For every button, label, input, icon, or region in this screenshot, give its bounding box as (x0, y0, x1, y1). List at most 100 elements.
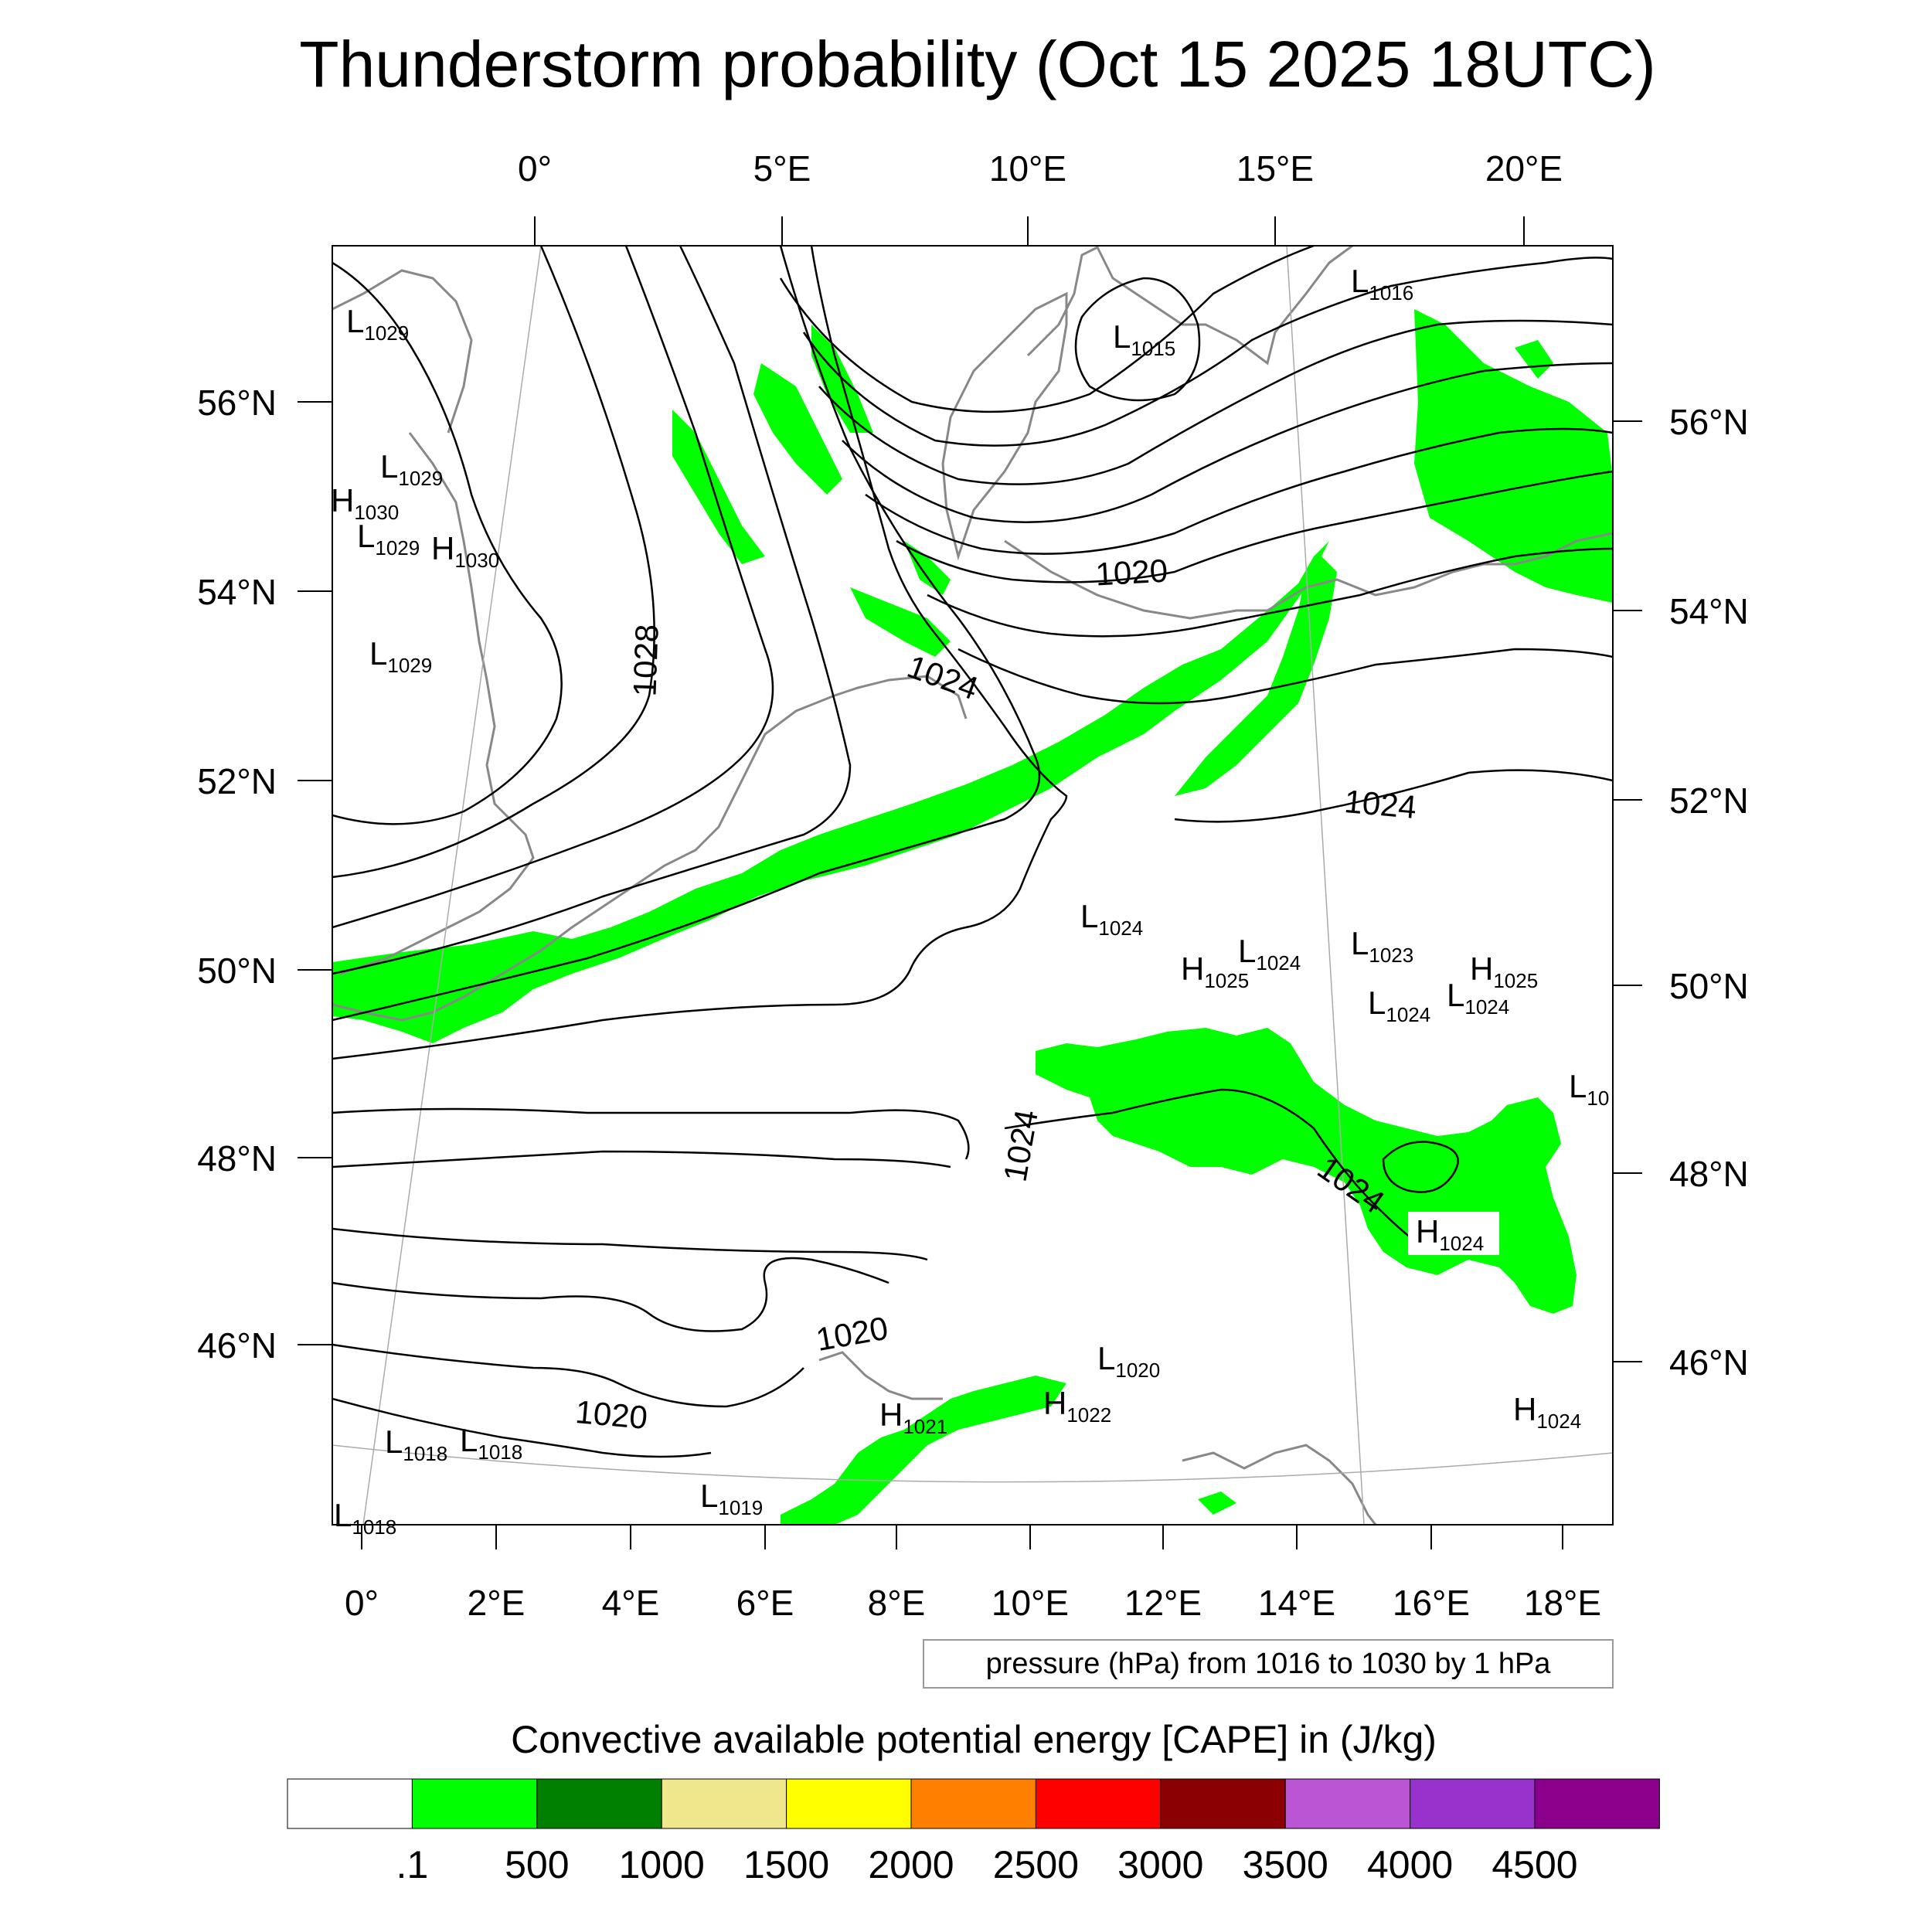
isobar-1023 (332, 1107, 970, 1160)
isobar-1016-north (779, 246, 1315, 413)
colorbar-title: Convective available potential energy [C… (511, 1718, 1437, 1761)
left-axis-labels: 56°N 54°N 52°N 50°N 48°N 46°N (197, 383, 277, 1366)
isobar-label: 1024 (1343, 783, 1418, 825)
colorbar-label: 1500 (743, 1843, 829, 1886)
bottom-axis-label: 0° (345, 1583, 379, 1623)
colorbar-label: 4000 (1367, 1843, 1453, 1886)
isobar-1025 (332, 246, 1041, 1022)
map-title: Thunderstorm probability (Oct 15 2025 18… (299, 28, 1655, 100)
colorbar-label: .1 (396, 1843, 429, 1886)
bottom-axis-label: 6°E (736, 1583, 794, 1623)
pressure-center: L1029 (380, 448, 443, 490)
label-background (1408, 1212, 1499, 1255)
plot-frame (332, 245, 1614, 1526)
cape-region-atlantic-front (332, 541, 1329, 1043)
bottom-axis-label: 2°E (468, 1583, 526, 1623)
isobar-1019-north (842, 362, 1613, 523)
left-axis-label: 46°N (197, 1325, 277, 1366)
pressure-center: L10 (1569, 1068, 1609, 1110)
pressure-center: H1021 (879, 1396, 947, 1438)
pressure-center: H1030 (331, 482, 399, 524)
isobar-1020-north (865, 427, 1613, 555)
cape-region-north-sea-streaks (672, 325, 951, 657)
top-axis-label: 15°E (1236, 148, 1314, 189)
coastline-baltic-south (1004, 532, 1613, 620)
pressure-center: L1019 (700, 1478, 763, 1519)
coastline-channel-france (332, 675, 968, 1022)
isobar-1023-north (957, 648, 1613, 705)
pressure-center: H1030 (431, 530, 499, 572)
right-axis-labels: 56°N 54°N 52°N 50°N 48°N 46°N (1669, 402, 1749, 1383)
isobar-1020-south (332, 1257, 889, 1332)
colorbar-labels: .1 500 1000 1500 2000 2500 3000 3500 4000 4500 (396, 1843, 1578, 1886)
isobar-1027 (332, 246, 774, 929)
coastline-ligurian (818, 1351, 943, 1400)
isobar-1024-east (1004, 1088, 1430, 1253)
left-axis-label: 54°N (197, 572, 277, 612)
pressure-center: L1018 (460, 1422, 522, 1464)
bottom-axis-label: 10°E (992, 1583, 1069, 1623)
contour-legend: pressure (hPa) from 1016 to 1030 by 1 hP… (923, 1639, 1614, 1689)
coastline-denmark (941, 291, 1068, 561)
pressure-center: L1024 (1080, 898, 1143, 940)
colorbar (287, 1778, 1660, 1829)
colorbar-label: 3500 (1243, 1843, 1328, 1886)
top-axis-labels: 0° 5°E 10°E 15°E 20°E (518, 148, 1563, 189)
bottom-axis-label: 18°E (1524, 1583, 1601, 1623)
colorbar-label: 2500 (993, 1843, 1079, 1886)
colorbar-cell (910, 1778, 1036, 1829)
isobar-1029-britain (332, 261, 563, 825)
pressure-center: L1018 (334, 1497, 396, 1539)
parallel-45n (332, 1444, 1613, 1483)
colorbar-cell (1534, 1778, 1660, 1829)
pressure-center: L1018 (385, 1423, 447, 1465)
isobar-label: 1028 (626, 624, 665, 697)
isobar-1015-low (1074, 277, 1201, 402)
pressure-center: L1029 (369, 635, 432, 677)
bottom-axis-label: 8°E (868, 1583, 926, 1623)
left-axis-label: 52°N (197, 761, 277, 801)
pressure-center: H1025 (1470, 951, 1538, 992)
bottom-axis-labels: 0° 2°E 4°E 6°E 8°E 10°E 12°E 14°E 16°E 1… (345, 1583, 1601, 1623)
pressure-center: L1024 (1368, 985, 1430, 1026)
pressure-center: L1020 (1097, 1340, 1160, 1382)
plot-background (332, 246, 1613, 1525)
colorbar-cell (287, 1778, 413, 1829)
bottom-axis-label: 4°E (602, 1583, 660, 1623)
contour-legend-text: pressure (hPa) from 1016 to 1030 by 1 hP… (986, 1648, 1552, 1680)
isobar-1024-center (332, 246, 1068, 1060)
right-axis-label: 48°N (1669, 1154, 1749, 1194)
colorbar-cell (1410, 1778, 1536, 1829)
left-axis-label: 56°N (197, 383, 277, 423)
pressure-center: H1022 (1043, 1385, 1111, 1427)
isobar-1018-north (818, 319, 1613, 485)
pressure-center: L1023 (1351, 925, 1413, 967)
bottom-axis-label: 12°E (1124, 1583, 1202, 1623)
top-axis-label: 5°E (753, 148, 811, 189)
bottom-axis (361, 1525, 1563, 1549)
pressure-centers: L1029 L1029 H1030 L1029 H1030 L1029 L101… (331, 263, 1609, 1539)
pressure-center: L1029 (346, 303, 409, 345)
graticule (332, 246, 1613, 1525)
colorbar-cell (786, 1778, 912, 1829)
colorbar-cell (1035, 1778, 1162, 1829)
pressure-center: L1024 (1447, 977, 1509, 1019)
colorbar-label: 4500 (1492, 1843, 1577, 1886)
top-axis-label: 0° (518, 148, 552, 189)
colorbar-cell (536, 1778, 662, 1829)
colorbar-cell (411, 1778, 538, 1829)
pressure-center: H1025 (1181, 951, 1249, 992)
meridian-0 (362, 246, 542, 1525)
contour-legend-box (923, 1639, 1614, 1689)
pressure-center: H1024 (1416, 1213, 1484, 1255)
right-axis-label: 46°N (1669, 1342, 1749, 1383)
bottom-axis-label: 16°E (1393, 1583, 1470, 1623)
coastline-britain-east (339, 432, 535, 975)
colorbar-label: 2000 (868, 1843, 954, 1886)
pressure-center: L1015 (1113, 318, 1175, 360)
isobar-1017-north (802, 257, 1613, 447)
isobar-1019 (332, 1343, 804, 1408)
right-axis (1613, 420, 1642, 1362)
top-axis (534, 216, 1525, 246)
